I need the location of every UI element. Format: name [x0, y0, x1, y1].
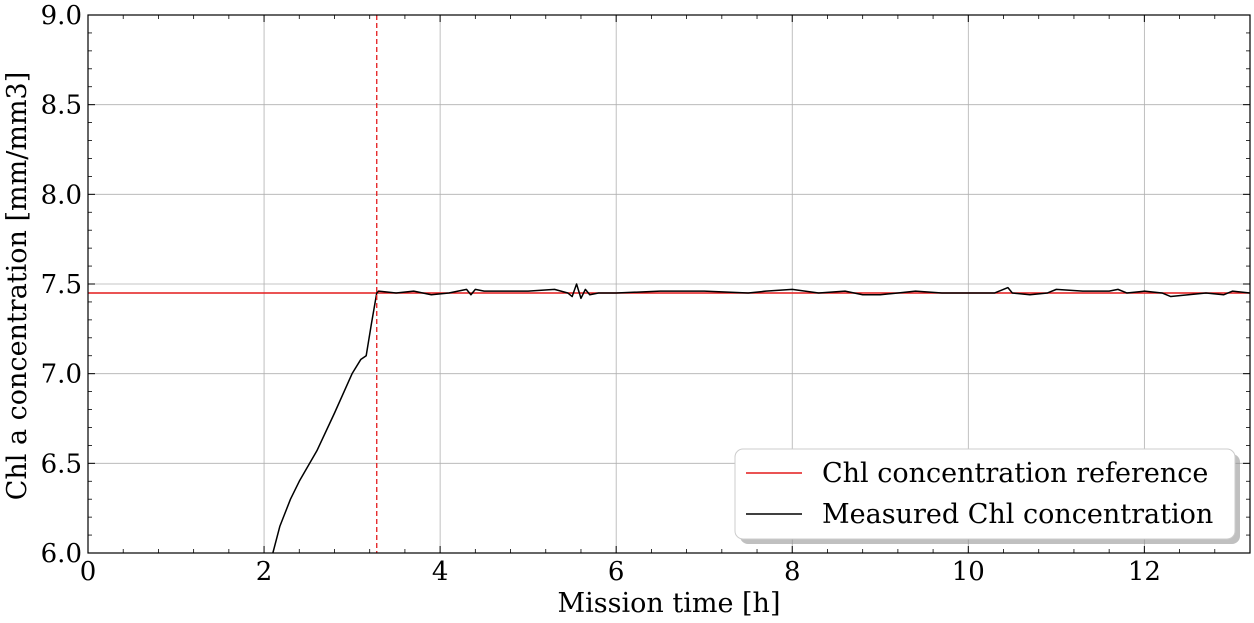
legend-label-reference: Chl concentration reference — [822, 458, 1208, 489]
series-measured-line — [272, 283, 1250, 553]
y-tick-label: 8.5 — [41, 91, 82, 121]
y-tick-label: 8.0 — [41, 180, 82, 210]
x-tick-label: 4 — [432, 557, 449, 587]
legend-box — [734, 448, 1236, 540]
y-tick-label: 6.5 — [41, 449, 82, 479]
y-tick-label: 9.0 — [41, 1, 82, 31]
x-tick-label: 10 — [952, 557, 985, 587]
x-tick-label: 2 — [256, 557, 273, 587]
x-axis-label: Mission time [h] — [558, 588, 781, 619]
y-tick-label: 7.5 — [41, 270, 82, 300]
x-tick-label: 6 — [608, 557, 625, 587]
y-axis-label: Chl a concentration [mm/mm3] — [2, 72, 33, 501]
y-tick-label: 6.0 — [41, 539, 82, 569]
legend: Chl concentration reference Measured Chl… — [734, 448, 1240, 544]
y-tick-label: 7.0 — [41, 360, 82, 390]
x-tick-label: 0 — [80, 557, 97, 587]
legend-label-measured: Measured Chl concentration — [822, 499, 1213, 530]
plot-area — [88, 15, 1250, 553]
tick-labels: 0 2 4 6 8 10 12 6.0 6.5 7.0 7.5 8.0 8.5 9.0 — [41, 1, 1161, 587]
x-tick-label: 8 — [784, 557, 801, 587]
x-tick-label: 12 — [1128, 557, 1161, 587]
axis-ticks — [87, 14, 1251, 554]
